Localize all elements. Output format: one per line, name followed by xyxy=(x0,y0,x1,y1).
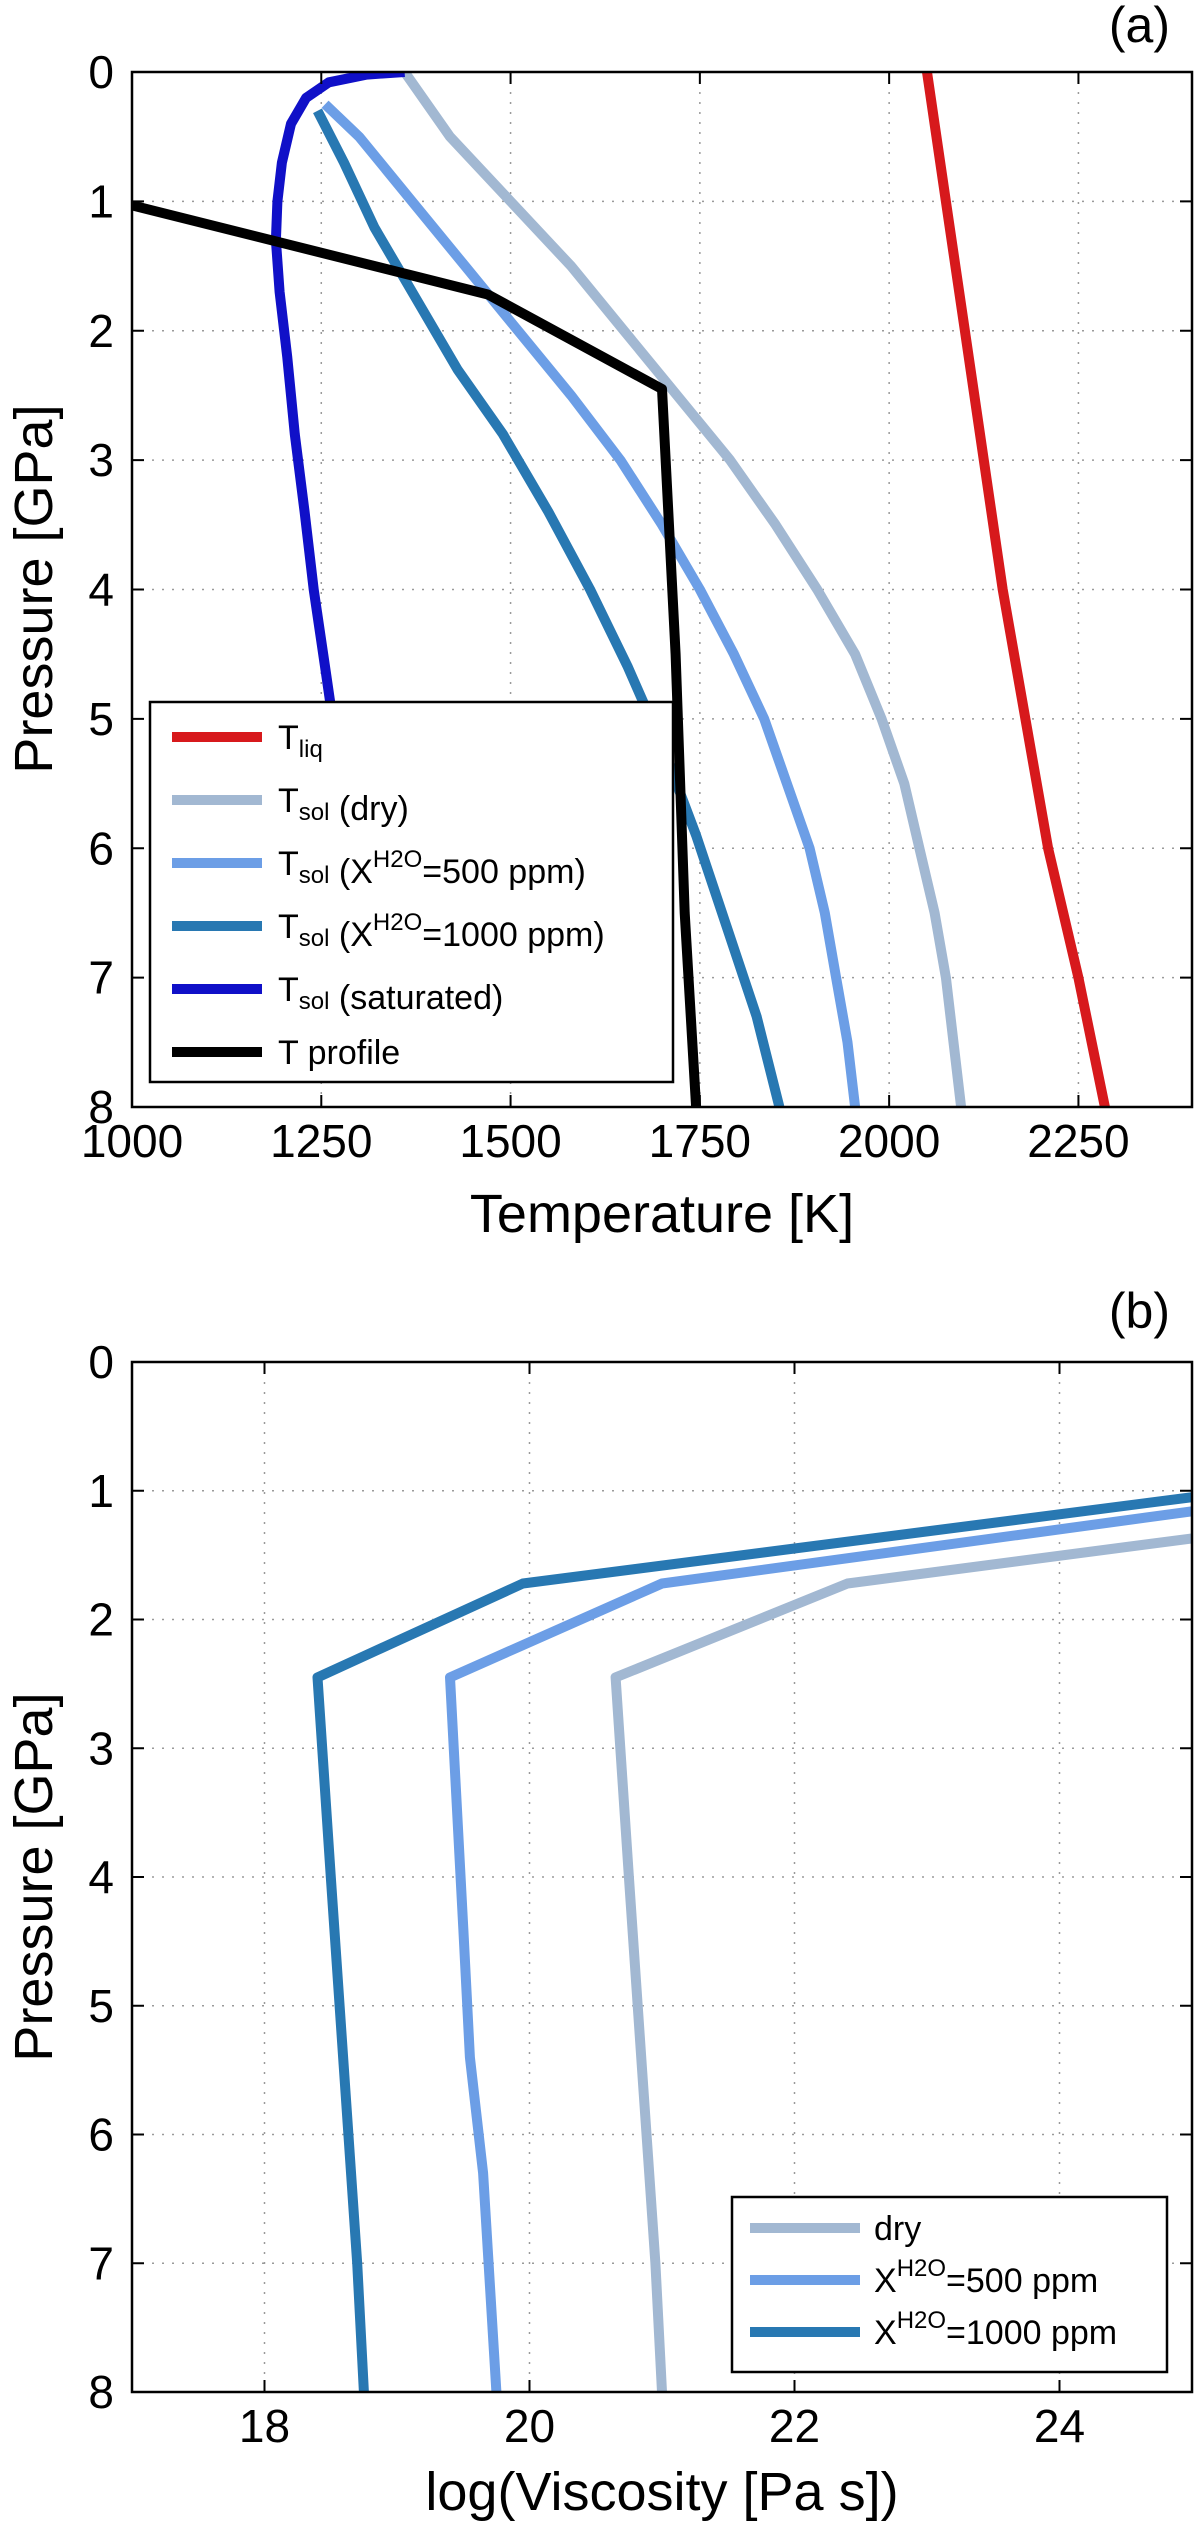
legend-main-text: T xyxy=(278,971,299,1009)
legend-sub-text: sol xyxy=(299,925,330,952)
y-tick-label-a: 2 xyxy=(88,305,114,357)
x-tick-label-a: 1000 xyxy=(81,1115,183,1167)
series-line-a-0 xyxy=(922,72,1110,1107)
legend-main-text: X xyxy=(874,2314,897,2352)
legend-tail-text: (saturated) xyxy=(329,979,503,1017)
series-group-a xyxy=(132,72,1110,1107)
y-tick-label-b: 1 xyxy=(88,1465,114,1517)
x-tick-label-a: 1500 xyxy=(459,1115,561,1167)
y-tick-label-b: 8 xyxy=(88,2366,114,2418)
series-line-a-3 xyxy=(313,108,785,1107)
legend-sup-text: H2O xyxy=(897,2307,946,2334)
legend-main-text: T profile xyxy=(278,1034,400,1072)
x-tick-label-b: 24 xyxy=(1034,2400,1085,2452)
legend-tail-text: =500 ppm xyxy=(946,2262,1098,2300)
y-tick-label-b: 2 xyxy=(88,1594,114,1646)
y-axis-title-b: Pressure [GPa] xyxy=(4,1692,64,2061)
y-tick-label-a: 4 xyxy=(88,564,114,616)
y-tick-label-a: 3 xyxy=(88,434,114,486)
y-tick-label-a: 0 xyxy=(88,46,114,98)
y-tick-label-a: 5 xyxy=(88,693,114,745)
x-tick-label-a: 1750 xyxy=(649,1115,751,1167)
x-axis-title-b: log(Viscosity [Pa s]) xyxy=(425,2462,898,2522)
y-tick-label-b: 7 xyxy=(88,2237,114,2289)
legend-pre-text: (X xyxy=(329,853,372,891)
legend-label-a-0: Tliq xyxy=(278,719,323,763)
legend-label-a-2: Tsol (XH2O=500 ppm) xyxy=(278,845,586,891)
legend-tail-text: =500 ppm) xyxy=(422,853,586,891)
y-tick-label-a: 1 xyxy=(88,175,114,227)
ticks-a: 1000 1250 1500 1750 2000 2250 0 1 2 3 4 5 6 7 8 xyxy=(81,46,1192,1167)
y-tick-label-a: 7 xyxy=(88,952,114,1004)
panel-label-a: (a) xyxy=(1109,0,1170,53)
legend-main-text: T xyxy=(278,719,299,757)
legend-sup-text: H2O xyxy=(373,846,422,873)
series-line-a-5 xyxy=(132,200,702,1107)
legend-box-a xyxy=(148,700,675,1084)
x-tick-label-a: 2250 xyxy=(1027,1115,1129,1167)
x-tick-label-a: 2000 xyxy=(838,1115,940,1167)
series-line-b-1 xyxy=(445,1506,1192,2392)
legend-tail-text: =1000 ppm xyxy=(946,2314,1117,2352)
panel-a: 1000 1250 1500 1750 2000 2250 0 1 2 3 4 5 6 7 8 (a) Te… xyxy=(4,0,1194,1244)
panel-label-b: (b) xyxy=(1109,1283,1170,1339)
legend-main-text: T xyxy=(278,845,299,883)
x-tick-label-a: 1250 xyxy=(270,1115,372,1167)
ticks-b: 18 20 22 24 0 1 2 3 4 5 6 7 8 xyxy=(88,1336,1192,2452)
legend-label-a-3: Tsol (XH2O=1000 ppm) xyxy=(278,908,605,954)
y-tick-label-b: 4 xyxy=(88,1851,114,1903)
legend-label-a-5: T profile xyxy=(278,1034,400,1072)
panel-b: 18 20 22 24 0 1 2 3 4 5 6 7 8 (b) log(Viscosity [Pa … xyxy=(4,1283,1194,2522)
series-line-a-2 xyxy=(321,100,861,1107)
legend-label-a-1: Tsol (dry) xyxy=(278,782,409,828)
legend-label-b-0: dry xyxy=(874,2210,921,2248)
legend-tail-text: (dry) xyxy=(329,790,408,828)
x-tick-label-b: 22 xyxy=(769,2400,820,2452)
y-tick-label-b: 0 xyxy=(88,1336,114,1388)
legend-label-a-4: Tsol (saturated) xyxy=(278,971,503,1017)
y-axis-title-a: Pressure [GPa] xyxy=(4,404,64,773)
legend-sub-text: liq xyxy=(299,736,323,763)
y-tick-label-b: 3 xyxy=(88,1722,114,1774)
legend-label-b-1: XH2O=500 ppm xyxy=(874,2255,1098,2300)
series-line-b-2 xyxy=(312,1492,1192,2392)
series-line-a-4 xyxy=(270,72,405,849)
legend-sub-text: sol xyxy=(299,988,330,1015)
x-axis-title-a: Temperature [K] xyxy=(470,1184,854,1244)
series-line-b-0 xyxy=(610,1533,1192,2392)
legend-main-text: dry xyxy=(874,2210,921,2248)
x-tick-label-b: 20 xyxy=(504,2400,555,2452)
legend-sup-text: H2O xyxy=(897,2255,946,2282)
legend-main-text: T xyxy=(278,908,299,946)
legend-main-text: T xyxy=(278,782,299,820)
legend-sub-text: sol xyxy=(299,862,330,889)
legend-pre-text: (X xyxy=(329,916,372,954)
series-line-a-1 xyxy=(400,72,967,1107)
legend-tail-text: =1000 ppm) xyxy=(422,916,604,954)
legend-sup-text: H2O xyxy=(373,909,422,936)
legend-label-b-2: XH2O=1000 ppm xyxy=(874,2307,1117,2352)
legend-sub-text: sol xyxy=(299,799,330,826)
y-tick-label-b: 6 xyxy=(88,2109,114,2161)
y-tick-label-a: 6 xyxy=(88,822,114,874)
x-tick-label-b: 18 xyxy=(239,2400,290,2452)
legend-main-text: X xyxy=(874,2262,897,2300)
y-tick-label-b: 5 xyxy=(88,1980,114,2032)
series-group-b xyxy=(312,1492,1192,2392)
y-tick-label-a: 8 xyxy=(88,1081,114,1133)
